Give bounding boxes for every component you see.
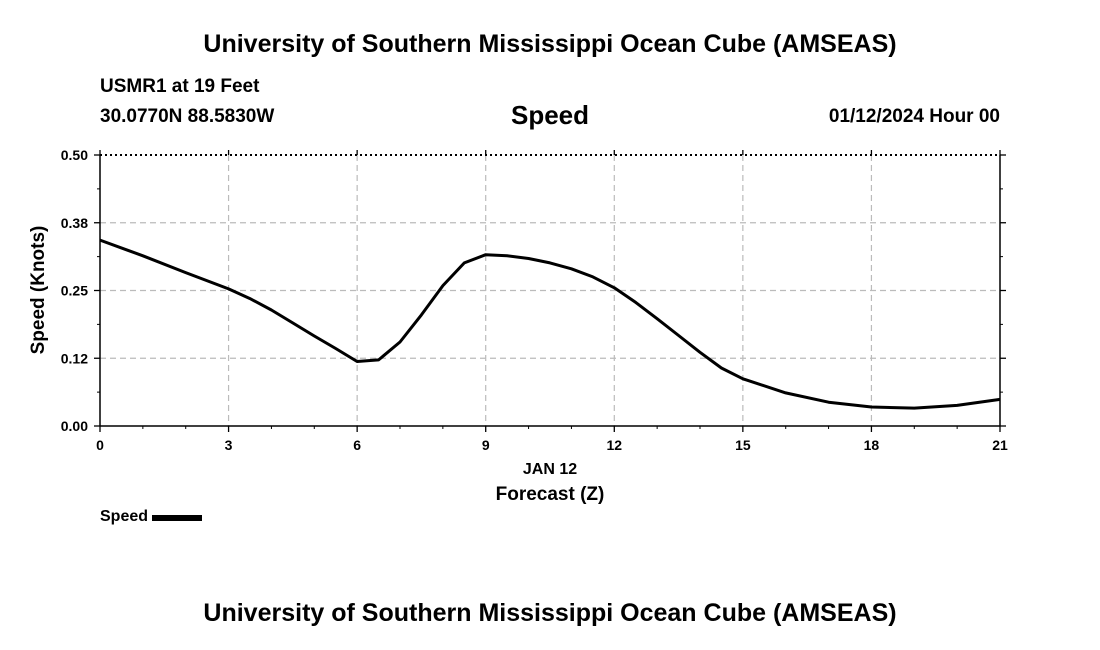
x-tick-label: 6 [353, 437, 361, 453]
datetime-label: 01/12/2024 Hour 00 [828, 106, 1000, 127]
legend-swatch [152, 515, 203, 521]
x-tick-label: 0 [96, 437, 104, 453]
y-tick-label: 0.00 [61, 418, 88, 434]
series-line-speed [99, 238, 1001, 410]
y-tick-label: 0.38 [61, 215, 88, 231]
chart-title-bottom: University of Southern Mississippi Ocean… [203, 599, 897, 627]
y-tick-label: 0.12 [61, 350, 88, 366]
x-tick-label: 21 [992, 437, 1008, 453]
chart-title-top: University of Southern Mississippi Ocean… [203, 30, 897, 58]
x-tick-label: 3 [225, 437, 233, 453]
y-axis-label: Speed (Knots) [28, 226, 49, 355]
y-tick-label: 0.50 [61, 147, 88, 163]
legend: Speed [100, 508, 203, 526]
tick-labels: 0 3 6 9 12 15 18 21 0.00 0.12 0.25 0.38 0.50 [61, 147, 1008, 453]
axes [94, 150, 1006, 432]
location-label: 30.0770N 88.5830W [100, 106, 275, 127]
legend-label: Speed [100, 508, 149, 525]
x-tick-label: 18 [864, 437, 880, 453]
x-axis-label: Forecast (Z) [496, 484, 605, 505]
y-tick-label: 0.25 [61, 283, 88, 299]
x-tick-label: 9 [482, 437, 490, 453]
series-lines [99, 238, 1001, 410]
x-tick-label: 12 [606, 437, 622, 453]
x-tick-label: 15 [735, 437, 751, 453]
chart-variable-title: Speed [510, 100, 590, 130]
grid-lines [100, 155, 1000, 426]
x-axis-date-label: JAN 12 [523, 461, 577, 478]
station-label: USMR1 at 19 Feet [100, 76, 260, 97]
